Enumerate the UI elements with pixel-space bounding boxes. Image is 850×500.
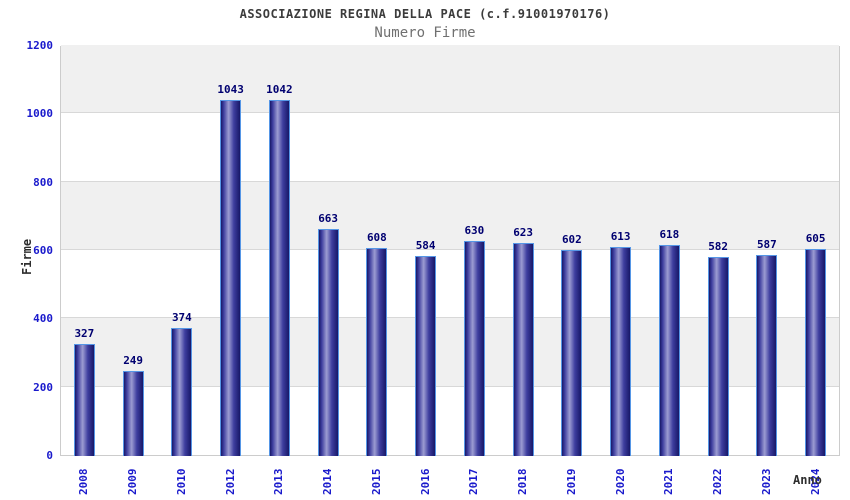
- bar-value-label: 582: [708, 240, 729, 253]
- bar-value-label: 630: [464, 224, 485, 237]
- x-tick-label: 2021: [662, 468, 676, 496]
- gridline: [61, 112, 839, 114]
- bar-value-label: 584: [415, 239, 436, 252]
- bar-value-label: 605: [805, 232, 826, 245]
- bar-value-label: 374: [171, 311, 192, 324]
- bar: [171, 328, 193, 456]
- bar-value-label: 327: [74, 327, 95, 340]
- gridline: [61, 385, 839, 387]
- y-tick-label: 1000: [26, 107, 54, 121]
- bar: [805, 249, 827, 456]
- plot-band: [61, 181, 839, 250]
- bar: [415, 256, 437, 456]
- x-tick-label: 2017: [467, 468, 481, 496]
- gridline: [61, 249, 839, 250]
- bar-value-label: 1043: [217, 83, 244, 96]
- bar: [73, 344, 95, 456]
- bar: [610, 247, 632, 456]
- x-tick-label: 2012: [223, 468, 237, 496]
- bar: [366, 248, 388, 456]
- x-tick-label: 2023: [759, 468, 773, 496]
- x-tick-label: 2018: [516, 468, 530, 496]
- gridline: [61, 317, 839, 319]
- x-tick-label: 2014: [321, 468, 335, 496]
- bar-value-label: 618: [659, 228, 680, 241]
- y-tick-label: 400: [33, 312, 53, 326]
- y-tick-label: 1200: [26, 39, 54, 52]
- y-tick-label: 600: [33, 244, 53, 257]
- x-tick-label: 2016: [418, 468, 432, 496]
- x-tick-label: 2008: [77, 468, 91, 496]
- bar: [707, 257, 729, 456]
- bar: [561, 250, 583, 456]
- bar-value-label: 623: [513, 226, 534, 239]
- x-tick-label: 2020: [613, 468, 627, 496]
- bar-value-label: 663: [318, 212, 339, 225]
- bar: [220, 100, 242, 456]
- x-tick-label: 2019: [564, 468, 578, 496]
- bar: [122, 371, 144, 456]
- bar: [317, 229, 339, 456]
- bar-value-label: 608: [366, 231, 387, 244]
- bar: [512, 243, 534, 456]
- x-tick-label: 2009: [126, 468, 140, 496]
- y-tick-label: 0: [46, 449, 53, 462]
- plot-band: [61, 113, 839, 182]
- bar-value-label: 613: [610, 230, 631, 243]
- bar-value-label: 1042: [266, 83, 293, 96]
- bar: [658, 245, 680, 456]
- bar: [268, 100, 290, 456]
- x-tick-label: 2015: [369, 468, 383, 496]
- bar-value-label: 587: [756, 238, 777, 251]
- bar-value-label: 602: [561, 233, 582, 246]
- x-tick-label: 2013: [272, 468, 286, 496]
- bar: [463, 241, 485, 456]
- y-tick-label: 800: [33, 175, 53, 189]
- bar-value-label: 249: [123, 354, 144, 367]
- chart-title: ASSOCIAZIONE REGINA DELLA PACE (c.f.9100…: [239, 7, 611, 21]
- chart-subtitle: Numero Firme: [374, 25, 476, 41]
- x-axis-title: Anno: [793, 473, 822, 487]
- bar: [756, 255, 778, 456]
- x-tick-label: 2010: [174, 468, 188, 496]
- y-tick-label: 200: [33, 380, 53, 394]
- gridline: [61, 180, 839, 182]
- x-tick-label: 2022: [711, 468, 725, 496]
- plot-band: [61, 45, 839, 114]
